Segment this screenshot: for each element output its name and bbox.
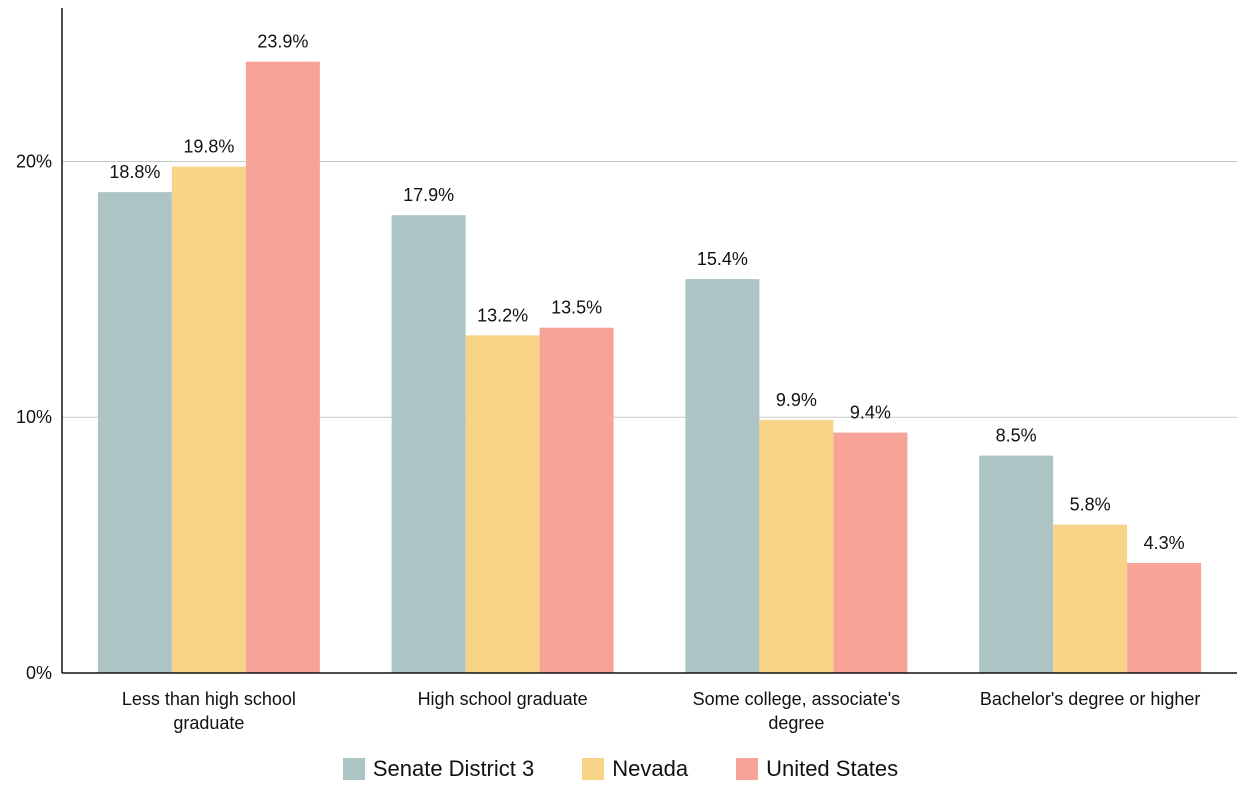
data-label: 9.4%	[850, 403, 891, 423]
legend-label: United States	[766, 756, 899, 781]
bar	[391, 215, 466, 673]
data-label: 15.4%	[697, 249, 748, 269]
axis-layer: 0% 10% 20% Less than high school graduate Hig…	[16, 8, 1237, 733]
legend-item: United States	[736, 756, 898, 782]
x-tick-label: Less than high school	[122, 689, 296, 709]
data-label: 18.8%	[109, 162, 160, 182]
data-label: 13.2%	[477, 305, 528, 325]
bar	[97, 192, 172, 673]
x-tick-label: degree	[768, 713, 824, 733]
legend-swatch	[736, 758, 759, 780]
data-label: 5.8%	[1070, 495, 1111, 515]
bar	[465, 335, 540, 673]
bar	[833, 432, 908, 673]
bar	[1053, 524, 1128, 673]
bar	[539, 327, 614, 673]
data-label: 23.9%	[257, 32, 308, 52]
data-labels-layer: 18.8% 19.8% 23.9% 17.9% 13.2% 13.5% 15.4% 9.9% 9…	[109, 32, 1184, 553]
data-label: 4.3%	[1144, 533, 1185, 553]
y-tick-label: 20%	[16, 151, 52, 171]
legend-item: Senate District 3	[342, 756, 535, 782]
x-tick-label: Bachelor's degree or higher	[980, 689, 1201, 709]
bar	[171, 166, 246, 674]
legend-label: Senate District 3	[372, 756, 535, 781]
data-label: 19.8%	[183, 137, 234, 157]
bar	[759, 419, 834, 673]
chart-legend: Senate District 3 Nevada United States	[0, 756, 1241, 782]
data-label: 8.5%	[996, 426, 1037, 446]
x-tick-label: Some college, associate's	[693, 689, 901, 709]
data-label: 9.9%	[776, 390, 817, 410]
bars-layer	[97, 61, 1202, 674]
x-tick-label: graduate	[173, 713, 244, 733]
legend-swatch	[582, 758, 605, 780]
bar-chart: 18.8% 19.8% 23.9% 17.9% 13.2% 13.5% 15.4% 9.9% 9…	[16, 8, 1237, 733]
data-label: 13.5%	[551, 298, 602, 318]
x-tick-label: High school graduate	[418, 689, 588, 709]
bar	[1127, 563, 1202, 673]
legend-item: Nevada	[582, 756, 688, 782]
legend-label: Nevada	[612, 756, 689, 781]
y-tick-label: 10%	[16, 407, 52, 427]
bar	[245, 61, 320, 673]
y-tick-label: 0%	[26, 663, 52, 683]
data-label: 17.9%	[403, 185, 454, 205]
bar	[685, 279, 760, 673]
bar	[979, 455, 1054, 673]
legend-swatch	[342, 758, 365, 780]
